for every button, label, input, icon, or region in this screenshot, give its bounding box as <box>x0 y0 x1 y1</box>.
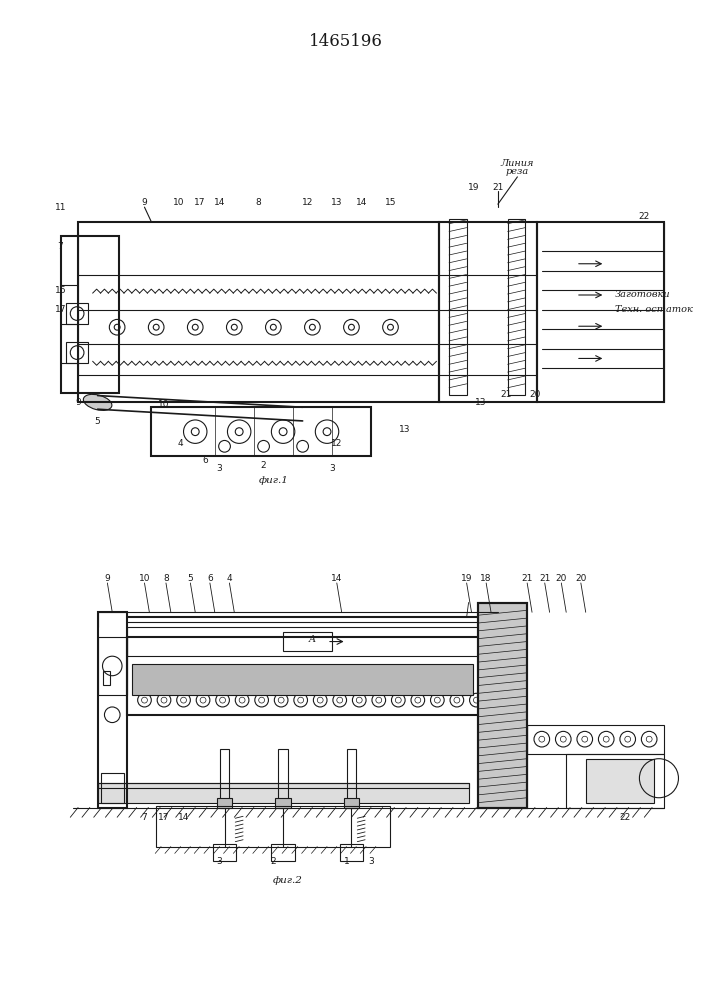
Text: 1465196: 1465196 <box>309 33 382 50</box>
Bar <box>61 236 119 393</box>
Text: 1: 1 <box>344 857 349 866</box>
Text: Заготовки: Заготовки <box>615 290 671 299</box>
Text: 3: 3 <box>368 857 374 866</box>
Text: 15: 15 <box>385 198 396 207</box>
Text: реза: реза <box>506 167 529 176</box>
Text: 14: 14 <box>178 813 189 822</box>
Text: 9: 9 <box>141 198 147 207</box>
Bar <box>98 783 469 803</box>
Bar <box>508 219 525 395</box>
Ellipse shape <box>83 394 112 410</box>
Bar <box>220 749 229 808</box>
Text: 6: 6 <box>207 574 213 583</box>
Text: 14: 14 <box>214 198 226 207</box>
Text: 10: 10 <box>139 574 150 583</box>
Text: 12: 12 <box>331 439 342 448</box>
Text: 10: 10 <box>158 400 170 409</box>
Text: 9: 9 <box>105 574 110 583</box>
Bar <box>100 773 124 803</box>
Bar <box>271 844 295 861</box>
Text: 13: 13 <box>474 398 486 407</box>
Text: 11: 11 <box>54 203 66 212</box>
Text: 14: 14 <box>331 574 342 583</box>
Text: 2: 2 <box>271 857 276 866</box>
Text: 7: 7 <box>141 813 147 822</box>
Text: 17: 17 <box>158 813 170 822</box>
Bar <box>213 844 236 861</box>
Text: 5: 5 <box>187 574 193 583</box>
Bar <box>479 603 527 808</box>
Text: 19: 19 <box>468 183 479 192</box>
Bar <box>527 725 664 754</box>
Bar <box>98 612 127 808</box>
Text: фиг.2: фиг.2 <box>273 876 303 885</box>
Bar <box>439 222 537 402</box>
Bar <box>346 749 356 808</box>
Text: 3: 3 <box>217 464 223 473</box>
Text: 22: 22 <box>638 212 650 221</box>
Text: 7: 7 <box>58 242 64 251</box>
Bar <box>78 222 439 402</box>
Text: 20: 20 <box>575 574 587 583</box>
Text: 5: 5 <box>95 417 100 426</box>
Text: 13: 13 <box>331 198 343 207</box>
Bar <box>156 806 390 847</box>
Bar <box>98 783 469 788</box>
Text: 21: 21 <box>522 574 533 583</box>
Text: 21: 21 <box>500 390 511 399</box>
Text: 3: 3 <box>329 464 335 473</box>
Text: 13: 13 <box>399 425 411 434</box>
Bar <box>537 222 664 402</box>
Bar <box>275 798 291 808</box>
Bar <box>479 603 527 808</box>
Text: 17: 17 <box>54 305 66 314</box>
Bar <box>279 749 288 808</box>
Bar <box>127 637 488 715</box>
Text: 2: 2 <box>261 461 267 470</box>
Bar <box>449 219 467 395</box>
Bar <box>566 754 664 808</box>
Text: фиг.1: фиг.1 <box>258 476 288 485</box>
Bar <box>98 637 127 695</box>
Text: 17: 17 <box>194 198 206 207</box>
Text: 21: 21 <box>539 574 551 583</box>
Bar <box>217 798 233 808</box>
Text: 16: 16 <box>54 286 66 295</box>
Text: Линия: Линия <box>501 159 534 168</box>
Bar <box>344 798 359 808</box>
Bar <box>283 632 332 651</box>
Text: 6: 6 <box>202 456 208 465</box>
Text: 20: 20 <box>556 574 567 583</box>
Text: 8: 8 <box>256 198 262 207</box>
Bar <box>340 844 363 861</box>
Text: 9: 9 <box>75 398 81 407</box>
Bar <box>127 627 488 656</box>
Text: 18: 18 <box>480 574 492 583</box>
Bar <box>132 664 474 695</box>
Bar <box>66 303 88 324</box>
Text: 22: 22 <box>619 813 631 822</box>
Bar <box>66 342 88 363</box>
Text: 14: 14 <box>356 198 367 207</box>
Text: 4: 4 <box>177 439 183 448</box>
Text: 21: 21 <box>492 183 503 192</box>
Text: 3: 3 <box>217 857 223 866</box>
Bar <box>103 671 110 685</box>
Bar <box>585 759 654 803</box>
Text: 20: 20 <box>530 390 541 399</box>
Text: 10: 10 <box>173 198 185 207</box>
Text: 8: 8 <box>163 574 169 583</box>
Text: A: A <box>309 635 316 644</box>
Text: 19: 19 <box>461 574 472 583</box>
Text: 4: 4 <box>227 574 232 583</box>
Text: Техн. остаток: Техн. остаток <box>615 305 693 314</box>
Text: 12: 12 <box>302 198 313 207</box>
